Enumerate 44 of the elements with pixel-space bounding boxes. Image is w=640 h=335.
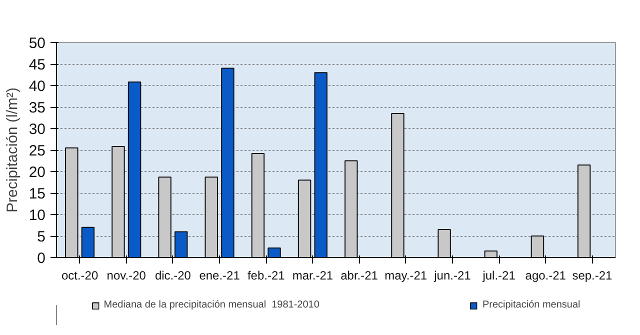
- bar: [65, 147, 78, 258]
- y-tick-label: 0: [37, 250, 46, 267]
- bar: [268, 248, 281, 258]
- x-tick-label: ene.-21: [199, 268, 240, 282]
- x-tick-label: dic.-20: [154, 268, 192, 282]
- x-tick-label: feb.-21: [247, 268, 286, 282]
- bar: [314, 72, 328, 258]
- x-tick-label: may.-21: [384, 268, 428, 282]
- legend-label: Mediana de la precipitación mensual 1981-2010: [104, 300, 320, 310]
- bar: [112, 146, 125, 258]
- x-tick-label: abr.-21: [340, 268, 378, 282]
- y-tick-label: 30: [28, 121, 46, 138]
- legend-label: Precipitación mensual: [482, 300, 580, 310]
- x-tick-label: ago.-21: [525, 268, 566, 282]
- x-tick-label: oct.-20: [61, 268, 98, 282]
- y-tick-label: 20: [28, 164, 46, 181]
- x-tick-label: mar.-21: [292, 268, 334, 282]
- x-tick-label: jun.-21: [433, 268, 472, 282]
- bar: [158, 176, 172, 258]
- bar: [298, 180, 312, 258]
- bar: [438, 229, 451, 258]
- bar: [391, 112, 404, 258]
- bar: [530, 236, 544, 258]
- bar: [344, 160, 358, 258]
- bar: [484, 250, 498, 258]
- y-axis-title: Precipitación (l/m²): [4, 87, 21, 213]
- y-tick-label: 25: [28, 142, 46, 160]
- y-tick-label: 40: [28, 78, 46, 95]
- y-tick-label: 50: [28, 35, 46, 52]
- x-tick-label: nov.-20: [106, 268, 146, 282]
- y-tick-label: 5: [37, 228, 46, 246]
- y-tick-label: 45: [28, 56, 46, 74]
- bar: [251, 152, 265, 258]
- bar: [174, 231, 188, 258]
- y-tick-label: 15: [28, 186, 46, 202]
- y-tick-label: 35: [28, 100, 46, 116]
- bar: [81, 226, 95, 258]
- bar: [128, 82, 142, 258]
- x-tick-label: jul.-21: [482, 268, 516, 282]
- bar: [204, 176, 218, 258]
- x-tick-label: sep.-21: [572, 268, 613, 282]
- bar: [577, 164, 591, 258]
- y-tick-label: 10: [28, 207, 46, 224]
- bar: [221, 68, 234, 258]
